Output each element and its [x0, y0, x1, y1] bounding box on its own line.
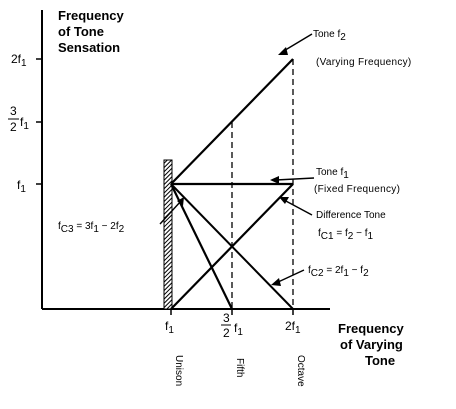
tone-f2-leader	[281, 33, 313, 53]
unison-region-bar	[163, 159, 173, 310]
tone-f1-arrowhead	[270, 176, 279, 184]
y-axis-title-line-3: Sensation	[58, 40, 120, 55]
difference-tone-equation: fC1 = f2 − f1	[318, 228, 374, 242]
y-label-frac-den: 2	[10, 120, 17, 134]
tone-f1-leader	[275, 177, 315, 181]
y-axis-title-line-2: of Tone	[58, 24, 104, 39]
tone-f1-label: Tone f1	[316, 167, 349, 181]
fc2-arrowhead	[271, 278, 281, 286]
tone-f2-label: Tone f2	[313, 29, 346, 43]
tone-f1-note: (Fixed Frequency)	[314, 184, 400, 195]
fc3-leader	[159, 200, 182, 225]
x-label-frac-f: f1	[234, 321, 243, 338]
fc2-equation: fC2 = 2f1 − f2	[308, 265, 369, 279]
difference-arrowhead	[279, 197, 289, 204]
x-axis-title-line-1: Frequency	[338, 321, 405, 336]
x-axis-title-line-3: Tone	[365, 353, 395, 368]
x-label-frac-den: 2	[223, 326, 230, 340]
x-label-2f1: 2f1	[285, 319, 301, 336]
fc2-line	[170, 183, 294, 310]
fc3-equation: fC3 = 3f1 − 2f2	[58, 221, 125, 235]
y-axis-title-line-1: Frequency	[58, 8, 125, 23]
difference-tone-title: Difference Tone	[316, 210, 386, 221]
y-label-frac-f: f1	[20, 115, 29, 132]
y-label-f1: f1	[17, 178, 26, 195]
fc2-leader	[275, 269, 305, 284]
y-label-frac-num: 3	[10, 104, 17, 118]
interval-unison: Unison	[173, 355, 184, 386]
interval-octave: Octave	[295, 355, 306, 387]
x-label-frac-num: 3	[223, 311, 230, 325]
tone-f2-arrowhead	[278, 47, 288, 55]
interval-fifth: Fifth	[234, 358, 245, 377]
difference-leader	[283, 199, 313, 216]
tone-f2-line	[170, 58, 294, 185]
x-axis-title-line-2: of Varying	[340, 337, 403, 352]
tone-f2-note: (Varying Frequency)	[316, 57, 412, 68]
fc3-arrowhead	[177, 197, 184, 206]
y-label-2f1: 2f1	[11, 52, 27, 69]
x-label-f1: f1	[165, 319, 174, 336]
fc3-line	[170, 183, 233, 310]
